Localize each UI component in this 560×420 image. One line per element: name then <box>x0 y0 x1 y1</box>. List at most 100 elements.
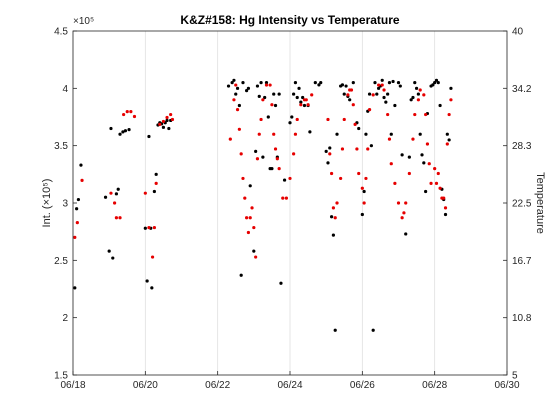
intensity-point <box>118 132 122 136</box>
intensity-point <box>288 121 292 125</box>
left-tick-label: 4 <box>62 84 68 95</box>
intensity-point <box>434 78 439 82</box>
temperature-point <box>371 93 375 97</box>
left-tick-label: 1.5 <box>54 371 68 382</box>
left-tick-label: 2 <box>62 313 68 324</box>
temperature-point <box>386 112 390 117</box>
chart-title: K&Z#158: Hg Intensity vs Temperature <box>180 13 400 27</box>
temperature-point <box>422 93 426 97</box>
intensity-point <box>382 95 386 100</box>
left-tick-label: 3.5 <box>54 141 68 152</box>
right-axis-label: Temperature <box>534 172 546 234</box>
intensity-point <box>342 92 346 96</box>
temperature-point <box>75 221 79 225</box>
temperature-point <box>132 114 137 119</box>
intensity-point <box>348 98 352 102</box>
temperature-point <box>351 103 355 107</box>
left-exponent-label: ×10⁵ <box>73 16 94 27</box>
right-tick-label: 22.5 <box>512 199 532 210</box>
right-tick-label: 28.3 <box>512 141 532 152</box>
temperature-point <box>333 216 337 220</box>
intensity-point <box>387 81 392 85</box>
temperature-point <box>387 137 392 141</box>
temperature-point <box>393 181 397 185</box>
temperature-point <box>295 117 299 122</box>
temperature-point <box>118 216 122 220</box>
intensity-point <box>416 92 420 96</box>
intensity-point <box>73 286 77 290</box>
intensity-point <box>272 92 276 96</box>
temperature-point <box>228 137 232 141</box>
intensity-point <box>154 172 158 176</box>
temperature-point <box>449 98 453 102</box>
x-tick-label: 06/18 <box>60 380 85 391</box>
intensity-point <box>257 94 261 98</box>
temperature-point <box>254 255 258 259</box>
intensity-point <box>371 328 375 332</box>
temperature-point <box>143 191 147 195</box>
intensity-point <box>411 95 415 100</box>
intensity-point <box>246 86 251 90</box>
temperature-point <box>364 176 368 181</box>
intensity-point <box>389 132 393 136</box>
right-tick-label: 5 <box>512 371 518 382</box>
temperature-point <box>288 176 292 181</box>
intensity-point <box>377 86 381 90</box>
temperature-point <box>434 181 439 185</box>
intensity-point <box>418 132 422 136</box>
intensity-point <box>165 118 169 123</box>
intensity-point <box>111 256 115 260</box>
intensity-point <box>107 249 111 253</box>
temperature-point <box>447 112 451 117</box>
temperature-point <box>272 132 276 136</box>
intensity-point <box>123 129 128 133</box>
temperature-point <box>284 196 288 200</box>
intensity-point <box>254 149 258 153</box>
intensity-point <box>328 146 332 150</box>
temperature-point <box>349 88 354 92</box>
temperature-point <box>400 216 404 220</box>
intensity-point <box>143 226 147 230</box>
intensity-point <box>329 215 334 219</box>
temperature-point <box>346 93 350 97</box>
intensity-point <box>114 192 118 196</box>
temperature-point <box>342 117 346 122</box>
x-tick-label: 06/26 <box>350 380 375 391</box>
intensity-point <box>438 103 442 108</box>
intensity-point <box>391 79 395 84</box>
temperature-point <box>80 178 84 182</box>
temperature-point <box>235 108 240 112</box>
temperature-point <box>404 201 408 205</box>
temperature-point <box>273 147 278 151</box>
temperature-point <box>326 117 330 122</box>
intensity-point <box>248 184 252 188</box>
intensity-point <box>259 81 263 85</box>
intensity-point <box>367 92 372 96</box>
temperature-point <box>416 98 420 102</box>
temperature-point <box>396 201 401 205</box>
temperature-point <box>293 132 298 136</box>
intensity-point <box>116 187 120 191</box>
left-axis-ticks: 1.5 2 2.5 3 3.5 4 4.5 <box>54 27 77 382</box>
temperature-point <box>257 132 261 136</box>
temperature-point <box>366 147 370 151</box>
intensity-point <box>436 81 440 85</box>
right-axis-ticks: 5 10.8 16.7 22.5 28.3 34.2 40 <box>503 27 532 382</box>
temperature-point <box>380 83 384 87</box>
intensity-point <box>235 86 240 90</box>
temperature-point <box>268 83 272 87</box>
intensity-point <box>413 81 417 85</box>
intensity-point <box>398 84 402 88</box>
temperature-point <box>169 112 173 117</box>
x-tick-label: 06/20 <box>133 380 158 391</box>
temperature-point <box>442 196 446 200</box>
temperature-point <box>281 196 285 200</box>
temperature-point <box>411 137 415 141</box>
temperature-point <box>73 235 77 239</box>
temperature-point <box>158 122 162 126</box>
temperature-point <box>243 196 247 200</box>
intensity-point <box>319 81 323 85</box>
intensity-point <box>161 125 166 129</box>
temperature-point <box>407 171 411 176</box>
